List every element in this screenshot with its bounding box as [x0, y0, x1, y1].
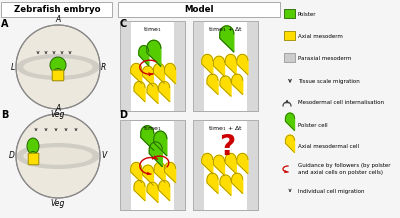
Ellipse shape	[27, 138, 39, 154]
Text: R: R	[101, 63, 106, 72]
Polygon shape	[214, 56, 224, 77]
Text: time$_1$: time$_1$	[143, 124, 162, 133]
Ellipse shape	[16, 143, 100, 169]
Polygon shape	[164, 162, 176, 183]
FancyBboxPatch shape	[118, 2, 280, 17]
Polygon shape	[141, 126, 154, 150]
Bar	[247, 21, 258, 111]
Text: A: A	[55, 15, 61, 24]
Text: time$_1$: time$_1$	[143, 25, 162, 34]
Polygon shape	[237, 54, 248, 75]
Bar	[120, 21, 131, 111]
FancyBboxPatch shape	[28, 153, 39, 165]
Polygon shape	[164, 63, 176, 84]
Text: Guidance by followers (by polster
and axial cells on polster cells): Guidance by followers (by polster and ax…	[298, 164, 390, 175]
FancyBboxPatch shape	[193, 21, 258, 111]
Polygon shape	[147, 182, 158, 203]
Polygon shape	[154, 63, 164, 84]
Bar	[284, 9, 295, 18]
Polygon shape	[139, 46, 149, 66]
Text: D: D	[119, 110, 127, 120]
Polygon shape	[286, 113, 294, 130]
Text: Axial mesodermal cell: Axial mesodermal cell	[298, 145, 359, 150]
Polygon shape	[202, 153, 213, 174]
Polygon shape	[232, 74, 243, 94]
Text: Veg: Veg	[51, 110, 65, 119]
Polygon shape	[134, 180, 145, 201]
Text: Polster cell: Polster cell	[298, 123, 328, 128]
Polygon shape	[154, 162, 165, 183]
Text: ?: ?	[219, 133, 235, 161]
Text: C: C	[119, 19, 126, 29]
Ellipse shape	[50, 57, 66, 73]
Text: Model: Model	[184, 5, 214, 14]
Ellipse shape	[16, 54, 100, 80]
Bar	[174, 21, 185, 111]
Text: Veg: Veg	[51, 199, 65, 208]
FancyBboxPatch shape	[120, 120, 185, 210]
Polygon shape	[159, 180, 170, 201]
Polygon shape	[154, 131, 167, 156]
Bar	[193, 120, 204, 210]
Ellipse shape	[30, 152, 36, 158]
Ellipse shape	[23, 58, 93, 76]
FancyBboxPatch shape	[52, 70, 64, 81]
Polygon shape	[131, 162, 142, 183]
Polygon shape	[237, 153, 248, 174]
Text: Polster: Polster	[298, 12, 316, 17]
Ellipse shape	[54, 68, 62, 75]
Text: Individual cell migration: Individual cell migration	[298, 189, 364, 194]
Text: Axial mesoderm: Axial mesoderm	[298, 34, 343, 39]
Bar	[284, 31, 295, 40]
Text: Tissue scale migration: Tissue scale migration	[298, 78, 360, 83]
Polygon shape	[149, 142, 162, 167]
Ellipse shape	[23, 147, 93, 165]
Ellipse shape	[16, 25, 100, 109]
Text: V: V	[101, 152, 106, 160]
Polygon shape	[286, 135, 294, 152]
Polygon shape	[207, 173, 218, 194]
Polygon shape	[147, 83, 158, 104]
Polygon shape	[202, 54, 213, 75]
FancyBboxPatch shape	[193, 120, 258, 210]
Bar	[120, 120, 131, 210]
Polygon shape	[225, 153, 236, 174]
Ellipse shape	[16, 114, 100, 198]
Text: Zebrafish embryo: Zebrafish embryo	[14, 5, 100, 14]
Text: Paraxial mesoderm: Paraxial mesoderm	[298, 56, 351, 61]
Polygon shape	[225, 54, 236, 75]
Polygon shape	[142, 66, 154, 86]
Text: D: D	[9, 152, 15, 160]
FancyBboxPatch shape	[1, 2, 112, 17]
Polygon shape	[131, 63, 142, 84]
Polygon shape	[159, 81, 170, 102]
Text: A: A	[1, 19, 8, 29]
Polygon shape	[207, 74, 218, 94]
Polygon shape	[220, 76, 231, 96]
Bar	[174, 120, 185, 210]
Polygon shape	[214, 155, 224, 175]
Polygon shape	[142, 165, 154, 185]
Bar	[284, 53, 295, 62]
Text: Mesodermal cell internalisation: Mesodermal cell internalisation	[298, 100, 384, 106]
Bar	[247, 120, 258, 210]
Text: B: B	[1, 110, 8, 120]
FancyBboxPatch shape	[120, 21, 185, 111]
Polygon shape	[147, 40, 161, 66]
Polygon shape	[220, 175, 231, 195]
Bar	[193, 21, 204, 111]
Polygon shape	[220, 26, 234, 52]
Polygon shape	[134, 81, 145, 102]
Text: time$_1$ + $\Delta$t: time$_1$ + $\Delta$t	[208, 25, 243, 34]
Polygon shape	[232, 173, 243, 194]
Text: A: A	[55, 104, 61, 113]
Text: time$_1$ + $\Delta$t: time$_1$ + $\Delta$t	[208, 124, 243, 133]
Text: L: L	[11, 63, 15, 72]
